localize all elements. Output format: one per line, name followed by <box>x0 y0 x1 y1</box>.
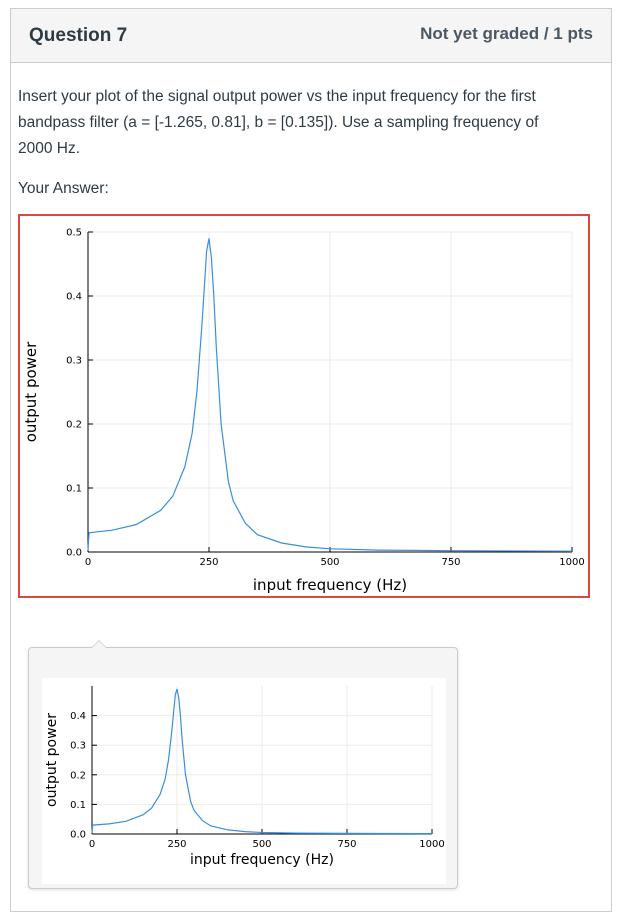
main-chart: 0 250 500 750 1000 0.0 0.1 0.2 0.3 0.4 0.5 input fr… <box>22 228 585 595</box>
y-axis-label: output power <box>22 341 40 442</box>
series-line <box>87 238 573 552</box>
x-tick-label: 250 <box>167 839 186 850</box>
y-tick-label: 0.2 <box>70 770 86 781</box>
question-text: Insert your plot of the signal output po… <box>18 84 578 162</box>
series-line <box>91 688 433 835</box>
y-axis-label: output power <box>44 713 60 807</box>
your-answer-label: Your Answer: <box>18 180 109 197</box>
question-header: Question 7 Not yet graded / 1 pts <box>11 9 611 63</box>
popover-arrow <box>91 640 107 648</box>
preview-chart: 0 250 500 750 1000 0.0 0.1 0.2 0.3 0.4 input frequ… <box>44 686 445 868</box>
preview-image[interactable]: 0 250 500 750 1000 0.0 0.1 0.2 0.3 0.4 input frequ… <box>42 678 446 884</box>
question-text-line: 2000 Hz. <box>18 140 81 157</box>
x-tick-label: 250 <box>199 557 218 568</box>
x-tick-label: 750 <box>337 839 356 850</box>
x-tick-label: 0 <box>89 839 95 850</box>
y-tick-label: 0.0 <box>66 548 82 559</box>
y-tick-label: 0.5 <box>66 228 82 239</box>
grid <box>87 231 573 553</box>
x-tick-label: 500 <box>320 557 339 568</box>
y-tick-label: 0.4 <box>66 292 82 303</box>
y-tick-label: 0.0 <box>70 830 86 841</box>
y-tick-label: 0.2 <box>66 420 82 431</box>
question-text-line: bandpass filter (a = [-1.265, 0.81], b =… <box>18 114 539 131</box>
x-axis-label: input frequency (Hz) <box>190 852 334 868</box>
grid <box>91 686 433 835</box>
y-tick-label: 0.1 <box>66 484 82 495</box>
x-tick-label: 1000 <box>419 839 444 850</box>
x-tick-label: 0 <box>85 557 91 568</box>
y-tick-label: 0.4 <box>70 711 86 722</box>
y-tick-label: 0.1 <box>70 800 86 811</box>
y-tick-label: 0.3 <box>66 356 82 367</box>
question-text-line: Insert your plot of the signal output po… <box>18 88 536 105</box>
grade-status: Not yet graded / 1 pts <box>420 24 593 43</box>
y-tick-label: 0.3 <box>70 741 86 752</box>
x-tick-label: 1000 <box>559 557 584 568</box>
answer-image[interactable]: 0 250 500 750 1000 0.0 0.1 0.2 0.3 0.4 0.5 input fr… <box>18 214 590 598</box>
image-preview-popover: 0 250 500 750 1000 0.0 0.1 0.2 0.3 0.4 input frequ… <box>28 640 458 889</box>
x-tick-label: 750 <box>441 557 460 568</box>
x-tick-label: 500 <box>252 839 271 850</box>
x-axis-label: input frequency (Hz) <box>253 576 407 594</box>
question-title: Question 7 <box>29 25 128 46</box>
